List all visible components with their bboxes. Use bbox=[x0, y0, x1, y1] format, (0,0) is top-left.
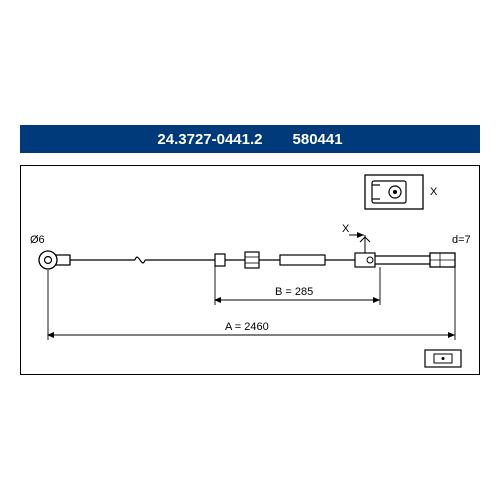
dimension-a: A = 2460 bbox=[48, 267, 455, 340]
dimension-b: B = 285 bbox=[215, 266, 380, 305]
callout-x-label: X bbox=[430, 186, 438, 198]
x-pointer: X bbox=[342, 223, 370, 253]
dim-a-label: A = 2460 bbox=[225, 321, 269, 333]
dim-b-label: B = 285 bbox=[275, 286, 313, 298]
outer-sheath bbox=[375, 253, 455, 267]
cable-body bbox=[70, 257, 215, 263]
part-number: 24.3727-0441.2 bbox=[157, 131, 262, 148]
reference-number: 580441 bbox=[293, 131, 343, 148]
left-eyelet bbox=[39, 251, 70, 269]
end-view bbox=[425, 350, 461, 367]
diameter-left-label: Ø6 bbox=[30, 234, 45, 246]
detail-callout: X bbox=[365, 175, 438, 209]
technical-diagram: 24.3727-0441.2 580441 X bbox=[20, 125, 480, 375]
title-bar: 24.3727-0441.2 580441 bbox=[20, 125, 480, 153]
drawing-svg: X bbox=[20, 165, 480, 375]
mid-fittings bbox=[215, 252, 375, 268]
x-marker-label: X bbox=[342, 223, 350, 235]
d-right-label: d=7 bbox=[452, 234, 471, 246]
